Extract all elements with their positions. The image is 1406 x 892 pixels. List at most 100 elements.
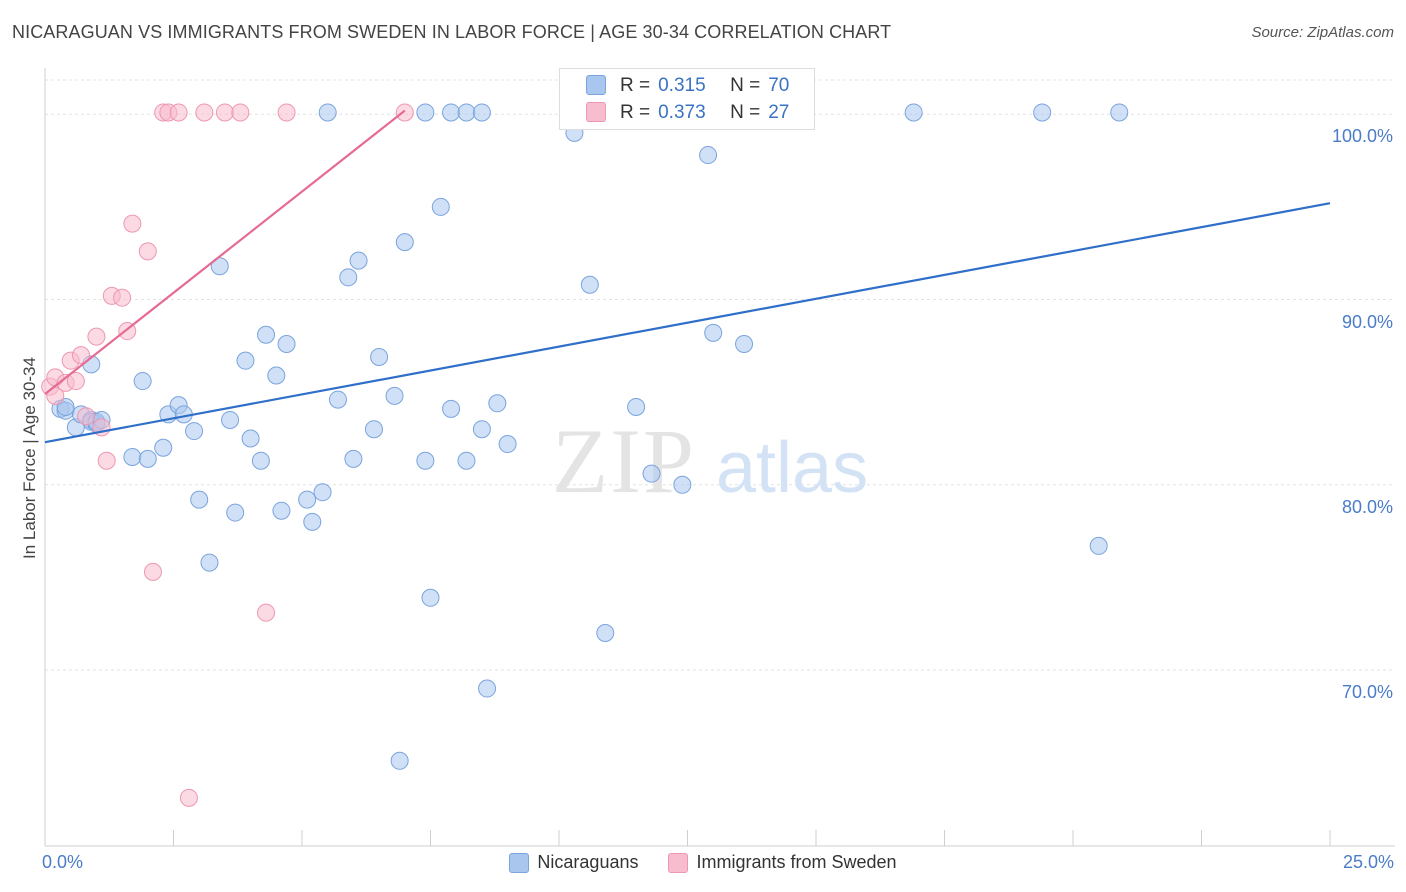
data-point — [339, 268, 358, 287]
legend-item-sweden: Immigrants from Sweden — [668, 852, 897, 873]
data-point — [457, 103, 476, 122]
data-point — [580, 275, 599, 294]
series-sweden — [41, 103, 414, 807]
data-point — [1110, 103, 1129, 122]
data-point — [236, 351, 255, 370]
data-point — [215, 103, 234, 122]
trend-line-sweden — [44, 109, 406, 395]
data-point — [498, 435, 517, 454]
watermark-zip: ZIP — [552, 410, 696, 512]
data-point — [472, 420, 491, 439]
data-point — [143, 562, 162, 581]
data-point — [328, 390, 347, 409]
data-point — [138, 242, 157, 261]
data-point — [87, 327, 106, 346]
data-point — [97, 451, 116, 470]
r-label: R = — [620, 102, 651, 123]
data-point — [442, 399, 461, 418]
legend-swatch-pink — [668, 852, 689, 873]
data-point — [395, 103, 414, 122]
data-point — [904, 103, 923, 122]
data-point — [200, 553, 219, 572]
data-point — [169, 103, 188, 122]
data-point — [138, 449, 157, 468]
data-point — [478, 679, 497, 698]
data-point — [416, 103, 435, 122]
grid-lines — [45, 79, 1395, 671]
n-value: 27 — [768, 102, 790, 123]
chart-title: NICARAGUAN VS IMMIGRANTS FROM SWEDEN IN … — [12, 22, 892, 42]
legend-swatch-pink — [586, 102, 606, 122]
data-point — [77, 407, 96, 426]
data-point — [123, 448, 142, 466]
legend-swatch-blue — [586, 75, 606, 95]
x-tick-label-max: 25.0% — [1342, 852, 1394, 872]
data-point — [390, 751, 409, 770]
data-point — [251, 451, 270, 470]
trend-lines — [44, 109, 1331, 444]
data-point — [133, 372, 152, 391]
data-point — [673, 475, 692, 494]
data-point — [221, 410, 240, 429]
data-point — [1089, 536, 1108, 555]
data-point — [231, 103, 250, 122]
data-point — [421, 588, 440, 607]
data-point — [179, 788, 198, 807]
stats-legend: R = 0.315 N = 70 R = 0.373 N = 27 — [559, 68, 815, 130]
trend-line-nicaraguans — [44, 202, 1331, 444]
data-point — [56, 397, 75, 416]
data-point — [154, 438, 173, 457]
data-point — [123, 214, 142, 233]
data-point — [472, 103, 491, 122]
data-point — [226, 503, 245, 522]
data-point — [46, 386, 65, 405]
legend-label: Nicaraguans — [537, 852, 639, 872]
n-label: N = — [730, 102, 761, 123]
data-point — [416, 451, 435, 470]
data-point — [349, 251, 368, 270]
data-point — [272, 501, 291, 520]
data-point — [71, 346, 90, 365]
r-value: 0.373 — [658, 102, 706, 123]
legend-row-blue: R = 0.315 N = 70 — [586, 73, 789, 99]
source-label: Source: ZipAtlas.com — [1251, 24, 1394, 41]
data-point — [385, 386, 404, 405]
data-point — [313, 483, 332, 502]
data-point — [370, 347, 389, 366]
axes — [44, 68, 1395, 847]
data-point — [364, 420, 383, 439]
y-tick-label: 70.0% — [1341, 682, 1393, 703]
data-point — [185, 422, 204, 441]
data-point — [442, 103, 461, 122]
data-point — [395, 233, 414, 252]
data-point — [488, 394, 507, 413]
data-point — [257, 325, 276, 344]
y-tick-label: 90.0% — [1341, 311, 1393, 332]
data-point — [241, 429, 260, 448]
data-point — [257, 603, 276, 622]
legend-row-pink: R = 0.373 N = 27 — [586, 100, 790, 126]
data-point — [627, 397, 646, 416]
watermark: ZIP atlas — [552, 410, 868, 512]
data-point — [318, 103, 337, 122]
n-label: N = — [730, 75, 761, 96]
r-value: 0.315 — [658, 75, 706, 96]
data-point — [277, 335, 296, 354]
data-point — [66, 372, 85, 391]
x-tick-label-min: 0.0% — [42, 852, 84, 872]
r-label: R = — [620, 75, 651, 96]
data-point — [267, 366, 286, 385]
data-point — [704, 323, 723, 342]
data-point — [457, 451, 476, 470]
series-legend: Nicaraguans Immigrants from Sweden — [0, 852, 1406, 873]
data-point — [596, 623, 615, 642]
data-point — [195, 103, 214, 122]
y-tick-label: 100.0% — [1331, 126, 1393, 147]
data-point — [1033, 103, 1052, 122]
data-point — [298, 490, 317, 509]
data-point — [642, 464, 661, 483]
legend-swatch-blue — [509, 852, 530, 873]
data-point — [431, 197, 450, 216]
data-point — [735, 335, 754, 354]
